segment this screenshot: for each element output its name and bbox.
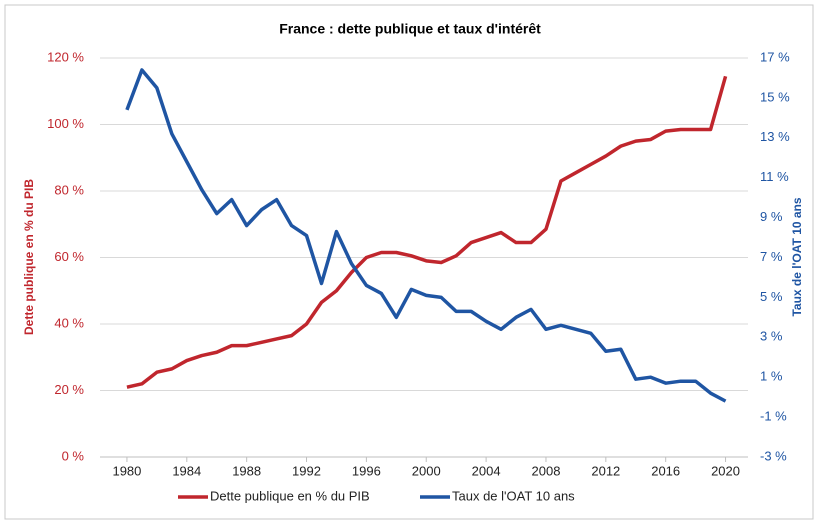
y-tick-label: 80 % bbox=[54, 182, 84, 197]
y-tick-label: 20 % bbox=[54, 382, 84, 397]
y-axis-title: Dette publique en % du PIB bbox=[22, 179, 36, 335]
x-tick-label: 2004 bbox=[472, 463, 501, 478]
y2-tick-label: 13 % bbox=[760, 129, 790, 144]
y-tick-label: 120 % bbox=[47, 49, 84, 64]
y-tick-label: 0 % bbox=[62, 448, 85, 463]
y-tick-label: 60 % bbox=[54, 249, 84, 264]
chart-title: France : dette publique et taux d'intérê… bbox=[279, 21, 541, 37]
chart-frame bbox=[4, 4, 814, 520]
data-line bbox=[126, 75, 728, 389]
legend-label: Taux de l'OAT 10 ans bbox=[452, 488, 575, 503]
x-tick-label: 2008 bbox=[532, 463, 561, 478]
x-tick-label: 1992 bbox=[292, 463, 321, 478]
y2-axis-title: Taux de l'OAT 10 ans bbox=[790, 197, 804, 316]
x-tick-label: 2012 bbox=[591, 463, 620, 478]
x-tick-label: 2020 bbox=[711, 463, 740, 478]
y-tick-label: 40 % bbox=[54, 315, 84, 330]
y-tick-label: 100 % bbox=[47, 116, 84, 131]
y2-tick-label: 9 % bbox=[760, 209, 783, 224]
y2-tick-label: 3 % bbox=[760, 329, 783, 344]
y2-tick-label: 7 % bbox=[760, 249, 783, 264]
x-tick-label: 1984 bbox=[172, 463, 201, 478]
y2-tick-label: 11 % bbox=[760, 169, 789, 184]
y2-tick-label: -1 % bbox=[760, 409, 787, 424]
y2-tick-label: 1 % bbox=[760, 369, 783, 384]
y2-tick-label: -3 % bbox=[760, 448, 787, 463]
x-tick-label: 2000 bbox=[412, 463, 441, 478]
data-line bbox=[125, 68, 727, 403]
x-tick-label: 1996 bbox=[352, 463, 381, 478]
x-tick-label: 1988 bbox=[232, 463, 261, 478]
y2-tick-label: 17 % bbox=[760, 49, 790, 64]
x-tick-label: 2016 bbox=[651, 463, 680, 478]
y2-tick-label: 5 % bbox=[760, 289, 783, 304]
x-tick-label: 1980 bbox=[112, 463, 141, 478]
legend-label: Dette publique en % du PIB bbox=[210, 488, 370, 503]
y2-tick-label: 15 % bbox=[760, 89, 790, 104]
